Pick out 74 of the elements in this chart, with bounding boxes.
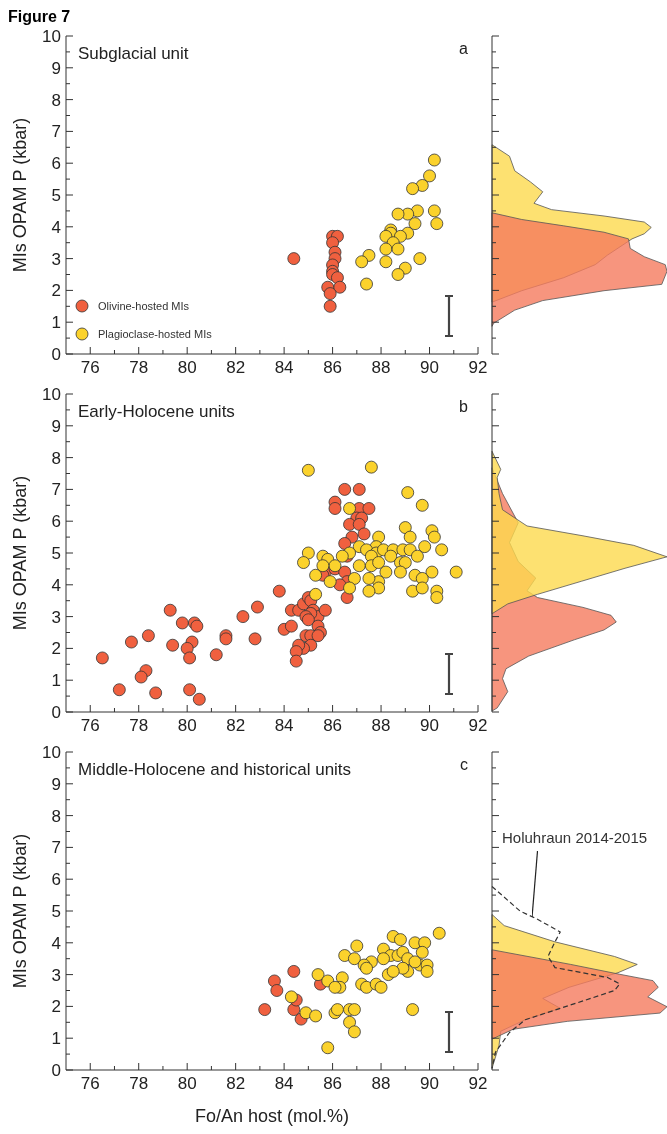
y-tick-label: 6 xyxy=(51,870,61,890)
x-tick-label: 84 xyxy=(274,358,294,377)
y-tick-label: 4 xyxy=(51,575,61,595)
x-tick-label: 80 xyxy=(177,716,197,735)
legend-label: Plagioclase-hosted MIs xyxy=(98,328,212,340)
text: Early-Holocene units xyxy=(78,402,235,422)
annotation: c xyxy=(460,756,468,774)
legend-label: Olivine-hosted MIs xyxy=(98,300,190,312)
y-tick-label: 5 xyxy=(51,186,61,205)
y-tick-label: 3 xyxy=(51,607,61,627)
x-tick-label: 76 xyxy=(80,1074,100,1093)
y-tick-label: 0 xyxy=(51,703,61,722)
x-tick-label: 78 xyxy=(129,716,149,735)
x-tick-label: 90 xyxy=(420,716,439,735)
y-axis-title: MIs OPAM P (kbar) xyxy=(10,475,31,631)
y-tick-label: 0 xyxy=(51,1061,61,1080)
y-axis-title: MIs OPAM P (kbar) xyxy=(10,833,31,989)
y-tick-label: 1 xyxy=(51,313,61,333)
x-tick-label: 86 xyxy=(323,358,343,377)
x-tick-label: 78 xyxy=(129,1074,149,1093)
y-tick-label: 7 xyxy=(51,122,61,142)
x-tick-label: 88 xyxy=(371,358,391,377)
x-tick-label: 84 xyxy=(274,1074,294,1093)
y-tick-label: 10 xyxy=(42,385,61,404)
x-tick-label: 86 xyxy=(323,716,343,735)
y-tick-label: 8 xyxy=(51,448,61,468)
x-tick-label: 80 xyxy=(177,1074,197,1093)
y-tick-label: 3 xyxy=(51,249,61,269)
y-tick-label: 10 xyxy=(42,27,61,46)
text: Middle-Holocene and historical units xyxy=(78,760,352,780)
text: Subglacial unit xyxy=(78,44,189,64)
x-tick-label: 82 xyxy=(226,358,246,377)
y-tick-label: 2 xyxy=(51,997,61,1017)
y-tick-label: 7 xyxy=(51,480,61,500)
x-tick-label: 86 xyxy=(323,1074,343,1093)
y-tick-label: 9 xyxy=(51,416,61,436)
x-tick-label: 80 xyxy=(177,358,197,377)
x-tick-label: 82 xyxy=(226,1074,246,1093)
x-tick-label: 78 xyxy=(129,358,149,377)
y-tick-label: 3 xyxy=(51,965,61,985)
y-axis-title: MIs OPAM P (kbar) xyxy=(10,117,31,273)
x-tick-label: 92 xyxy=(468,358,488,377)
x-tick-label: 90 xyxy=(420,358,439,377)
y-tick-label: 8 xyxy=(51,90,61,110)
x-tick-label: 82 xyxy=(226,716,246,735)
y-tick-label: 7 xyxy=(51,838,61,858)
y-tick-label: 1 xyxy=(51,671,61,691)
y-tick-label: 0 xyxy=(51,345,61,364)
x-tick-label: 88 xyxy=(371,716,391,735)
y-tick-label: 2 xyxy=(51,639,61,659)
x-tick-label: 76 xyxy=(80,716,100,735)
y-tick-label: 5 xyxy=(51,544,61,563)
text: Holuhraun 2014-2015 xyxy=(502,828,648,846)
annotation: b xyxy=(459,398,468,416)
x-tick-label: 90 xyxy=(420,1074,439,1093)
y-tick-label: 8 xyxy=(51,806,61,826)
y-tick-label: 6 xyxy=(51,512,61,532)
x-tick-label: 92 xyxy=(468,1074,488,1093)
y-tick-label: 1 xyxy=(51,1029,61,1049)
y-tick-label: 6 xyxy=(51,154,61,174)
y-tick-label: 2 xyxy=(51,281,61,301)
y-tick-label: 4 xyxy=(51,933,61,953)
x-tick-label: 92 xyxy=(468,716,488,735)
x-tick-label: 84 xyxy=(274,716,294,735)
y-tick-label: 4 xyxy=(51,217,61,237)
y-tick-label: 9 xyxy=(51,774,61,794)
y-tick-label: 10 xyxy=(42,743,61,762)
y-tick-label: 9 xyxy=(51,58,61,78)
y-tick-label: 5 xyxy=(51,902,61,921)
x-tick-label: 76 xyxy=(80,358,100,377)
annotation: a xyxy=(459,40,468,58)
caption: Figure 7 xyxy=(8,8,72,27)
x-tick-label: 88 xyxy=(371,1074,391,1093)
x-axis-title: Fo/An host (mol.%) xyxy=(194,1106,350,1126)
